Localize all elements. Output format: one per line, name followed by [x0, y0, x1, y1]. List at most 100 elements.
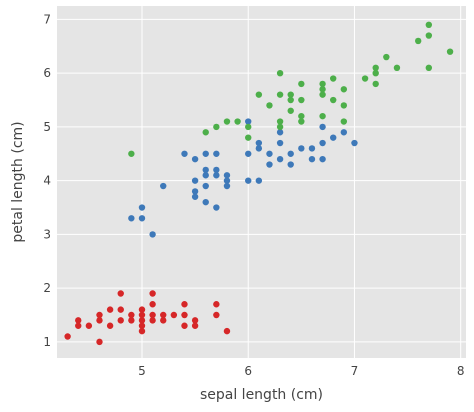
- data-point: [426, 32, 432, 38]
- data-point: [288, 151, 294, 157]
- data-point: [128, 215, 134, 221]
- data-point: [298, 97, 304, 103]
- x-tick-label: 8: [457, 364, 465, 378]
- data-point: [288, 108, 294, 114]
- y-tick-label: 1: [43, 335, 51, 349]
- x-axis-title: sepal length (cm): [200, 387, 323, 403]
- data-point: [149, 301, 155, 307]
- data-point: [341, 102, 347, 108]
- data-point: [192, 177, 198, 183]
- data-point: [341, 129, 347, 135]
- data-point: [319, 140, 325, 146]
- data-point: [160, 312, 166, 318]
- data-point: [266, 151, 272, 157]
- data-point: [181, 312, 187, 318]
- data-point: [245, 134, 251, 140]
- data-point: [319, 124, 325, 130]
- data-point: [203, 183, 209, 189]
- x-tick-label: 7: [351, 364, 359, 378]
- data-point: [266, 102, 272, 108]
- y-tick-labels: 1 2 3 4 5 6 7: [43, 12, 51, 348]
- data-point: [139, 215, 145, 221]
- y-tick-label: 3: [43, 227, 51, 241]
- data-point: [213, 204, 219, 210]
- data-point: [298, 145, 304, 151]
- data-point: [288, 91, 294, 97]
- data-point: [245, 124, 251, 130]
- data-point: [213, 124, 219, 130]
- data-point: [203, 151, 209, 157]
- data-point: [394, 65, 400, 71]
- data-point: [192, 156, 198, 162]
- data-point: [245, 151, 251, 157]
- data-point: [224, 328, 230, 334]
- data-point: [277, 70, 283, 76]
- data-point: [288, 161, 294, 167]
- data-point: [139, 204, 145, 210]
- data-point: [160, 183, 166, 189]
- data-point: [213, 167, 219, 173]
- data-point: [107, 306, 113, 312]
- data-point: [139, 306, 145, 312]
- data-point: [171, 312, 177, 318]
- data-point: [96, 339, 102, 345]
- data-point: [213, 301, 219, 307]
- data-point: [341, 118, 347, 124]
- y-tick-label: 6: [43, 66, 51, 80]
- data-point: [224, 172, 230, 178]
- data-point: [245, 177, 251, 183]
- data-point: [298, 81, 304, 87]
- data-point: [224, 118, 230, 124]
- data-point: [277, 156, 283, 162]
- y-tick-label: 2: [43, 281, 51, 295]
- data-point: [149, 312, 155, 318]
- data-point: [330, 75, 336, 81]
- data-point: [118, 317, 124, 323]
- data-point: [415, 38, 421, 44]
- data-point: [181, 301, 187, 307]
- data-point: [309, 156, 315, 162]
- x-tick-labels: 5 6 7 8: [138, 364, 464, 378]
- data-point: [256, 91, 262, 97]
- data-point: [351, 140, 357, 146]
- data-point: [181, 151, 187, 157]
- data-point: [319, 156, 325, 162]
- data-point: [149, 231, 155, 237]
- data-point: [213, 312, 219, 318]
- data-point: [128, 151, 134, 157]
- data-point: [118, 306, 124, 312]
- data-point: [256, 140, 262, 146]
- y-tick-label: 5: [43, 120, 51, 134]
- data-point: [426, 65, 432, 71]
- data-point: [256, 177, 262, 183]
- data-point: [192, 188, 198, 194]
- data-point: [181, 323, 187, 329]
- data-point: [266, 161, 272, 167]
- y-tick-label: 7: [43, 12, 51, 26]
- data-point: [426, 22, 432, 28]
- data-point: [341, 86, 347, 92]
- data-point: [86, 323, 92, 329]
- data-point: [203, 199, 209, 205]
- data-point: [277, 118, 283, 124]
- data-point: [373, 81, 379, 87]
- data-point: [128, 312, 134, 318]
- y-axis-title: petal length (cm): [10, 121, 26, 242]
- data-point: [330, 97, 336, 103]
- data-point: [330, 134, 336, 140]
- x-tick-label: 6: [244, 364, 252, 378]
- data-point: [373, 65, 379, 71]
- data-point: [447, 48, 453, 54]
- data-point: [309, 145, 315, 151]
- data-point: [118, 290, 124, 296]
- data-point: [96, 312, 102, 318]
- data-point: [319, 81, 325, 87]
- data-point: [213, 151, 219, 157]
- data-point: [64, 333, 70, 339]
- data-point: [203, 167, 209, 173]
- data-point: [192, 317, 198, 323]
- data-point: [319, 113, 325, 119]
- data-point: [277, 91, 283, 97]
- x-tick-label: 5: [138, 364, 146, 378]
